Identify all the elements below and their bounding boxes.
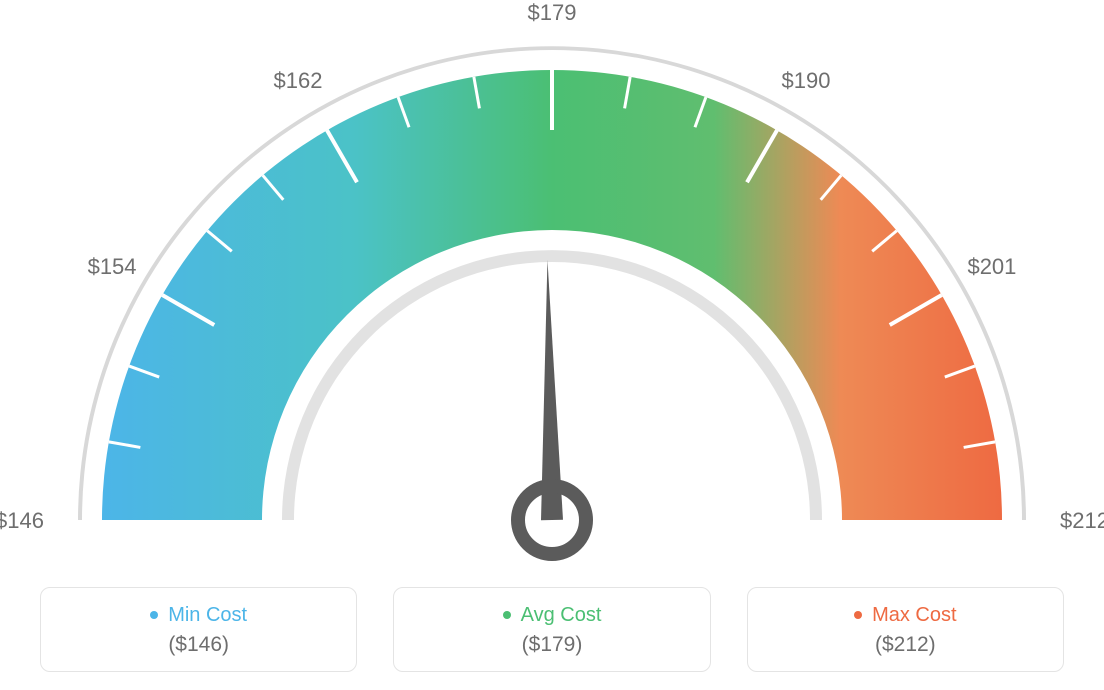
gauge-tick-label: $146 xyxy=(0,508,44,533)
gauge-tick-label: $201 xyxy=(967,254,1016,279)
gauge-svg: $146 $154 $162 $179 $190 $201 $212 xyxy=(0,0,1104,570)
legend-value-min: ($146) xyxy=(41,633,356,657)
legend-card-min: Min Cost ($146) xyxy=(40,587,357,672)
legend-label-avg: Avg Cost xyxy=(503,604,602,627)
legend-label-text-max: Max Cost xyxy=(872,604,956,627)
legend-dot-min xyxy=(150,611,158,619)
gauge-chart: $146 $154 $162 $179 $190 $201 $212 xyxy=(0,0,1104,570)
legend-label-text-min: Min Cost xyxy=(168,604,247,627)
legend-value-max: ($212) xyxy=(748,633,1063,657)
legend-row: Min Cost ($146) Avg Cost ($179) Max Cost… xyxy=(0,587,1104,672)
legend-dot-max xyxy=(854,611,862,619)
gauge-tick-label: $154 xyxy=(88,254,137,279)
legend-value-avg: ($179) xyxy=(394,633,709,657)
gauge-tick-label: $212 xyxy=(1060,508,1104,533)
gauge-tick-label: $179 xyxy=(528,0,577,25)
legend-dot-avg xyxy=(503,611,511,619)
legend-label-max: Max Cost xyxy=(854,604,956,627)
legend-card-avg: Avg Cost ($179) xyxy=(393,587,710,672)
legend-label-text-avg: Avg Cost xyxy=(521,604,602,627)
gauge-tick-label: $162 xyxy=(274,68,323,93)
gauge-tick-label: $190 xyxy=(782,68,831,93)
legend-label-min: Min Cost xyxy=(150,604,247,627)
legend-card-max: Max Cost ($212) xyxy=(747,587,1064,672)
